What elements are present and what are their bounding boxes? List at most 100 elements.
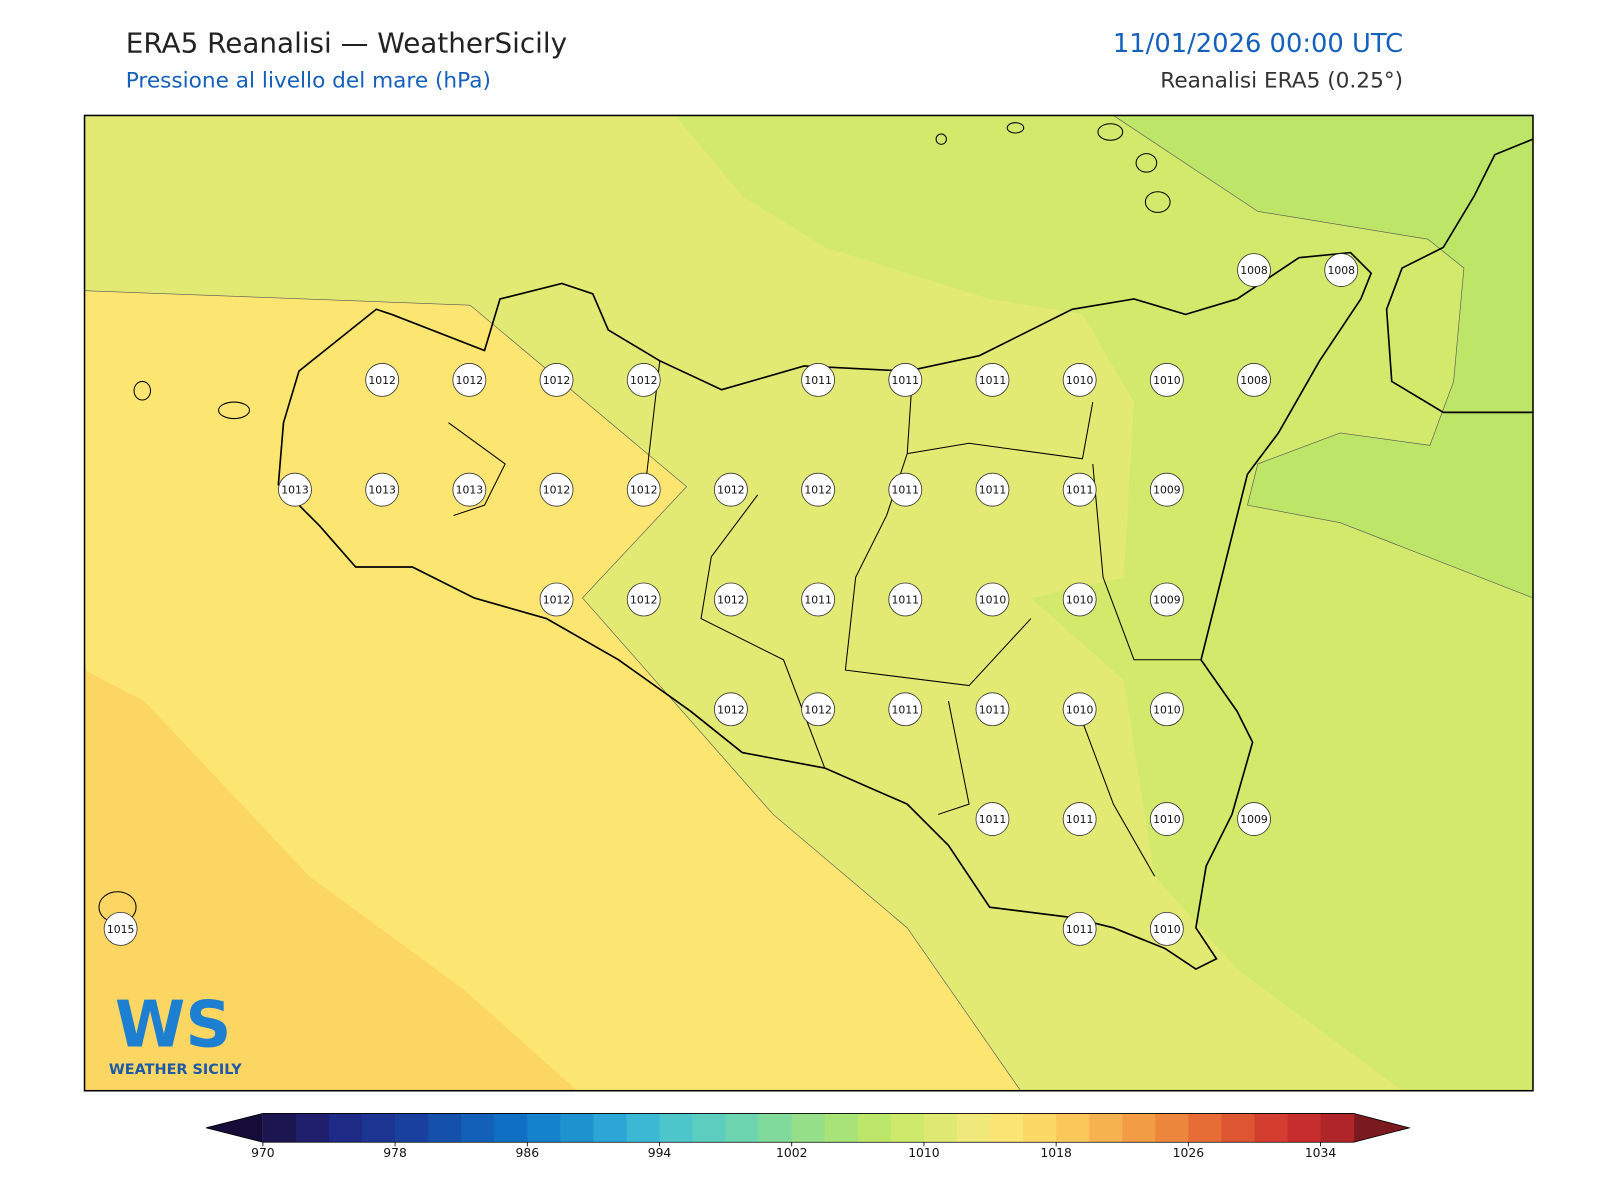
map-frame xyxy=(83,114,1534,1092)
station-value: 1012 xyxy=(717,594,745,607)
station-value: 1015 xyxy=(107,923,135,936)
station-marker xyxy=(1149,802,1184,836)
colorbar-tick-label: 978 xyxy=(383,1146,407,1160)
station-marker xyxy=(365,362,400,397)
station-marker xyxy=(975,472,1010,507)
station-marker xyxy=(626,362,661,397)
station-value: 1012 xyxy=(717,703,745,716)
colorbar-bin xyxy=(1023,1113,1057,1143)
station-value: 1013 xyxy=(368,484,396,497)
title: ERA5 Reanalisi — WeatherSicily xyxy=(126,26,567,59)
station-value: 1010 xyxy=(1153,923,1181,936)
station-marker xyxy=(975,362,1010,397)
province-boundary xyxy=(448,360,1202,877)
station-value: 1011 xyxy=(979,703,1007,716)
station-value: 1012 xyxy=(804,703,832,716)
station-value: 1012 xyxy=(543,374,571,387)
station-marker xyxy=(1149,362,1184,397)
colorbar-bin xyxy=(262,1113,297,1143)
station-value: 1011 xyxy=(892,594,920,607)
station-marker xyxy=(801,692,836,727)
station-value: 1010 xyxy=(1153,703,1181,716)
colorbar-bin xyxy=(328,1113,363,1143)
station-marker xyxy=(365,472,400,507)
station-marker xyxy=(714,692,748,727)
colorbar-bin xyxy=(890,1113,925,1143)
colorbar-bin xyxy=(461,1113,495,1143)
station-marker xyxy=(1062,802,1097,836)
station-marker xyxy=(452,472,487,507)
colorbar-extend-over xyxy=(1353,1113,1410,1143)
station-value: 1011 xyxy=(804,374,832,387)
station-marker xyxy=(714,582,748,617)
station-marker xyxy=(1149,911,1184,946)
island xyxy=(1135,153,1158,173)
colorbar-bin xyxy=(1056,1113,1090,1143)
colorbar-bin xyxy=(791,1113,826,1143)
station-value: 1010 xyxy=(1066,374,1094,387)
station-marker xyxy=(626,582,661,617)
source: Reanalisi ERA5 (0.25°) xyxy=(1160,68,1403,93)
station-value: 1012 xyxy=(543,594,571,607)
station-marker xyxy=(1149,472,1184,507)
station-value: 1008 xyxy=(1327,264,1355,277)
island xyxy=(218,401,250,420)
station-value: 1009 xyxy=(1240,813,1268,826)
station-marker xyxy=(1237,253,1271,288)
station-value: 1008 xyxy=(1240,374,1268,387)
colorbar-bin xyxy=(626,1113,661,1143)
station-marker xyxy=(539,582,574,617)
colorbar-bin xyxy=(923,1113,958,1143)
station-marker xyxy=(1062,692,1097,727)
station-value: 1011 xyxy=(1066,484,1094,497)
station-marker xyxy=(1149,692,1184,727)
colorbar-bin xyxy=(659,1113,694,1143)
station-value: 1009 xyxy=(1153,594,1181,607)
island xyxy=(1097,123,1124,141)
station-value: 1010 xyxy=(979,594,1007,607)
station-value: 1012 xyxy=(630,484,658,497)
colorbar-bin xyxy=(1287,1113,1322,1143)
station-marker xyxy=(888,362,923,397)
station-value: 1012 xyxy=(630,374,658,387)
colorbar-bin xyxy=(362,1113,396,1143)
station-value: 1010 xyxy=(1066,594,1094,607)
colorbar-bin xyxy=(1254,1113,1289,1143)
station-value: 1009 xyxy=(1153,484,1181,497)
station-marker xyxy=(888,582,923,617)
colorbar-tick-label: 1002 xyxy=(776,1146,807,1160)
station-value: 1013 xyxy=(281,484,309,497)
station-value: 1012 xyxy=(543,484,571,497)
station-value: 1012 xyxy=(456,374,484,387)
station-value: 1010 xyxy=(1066,703,1094,716)
colorbar-bin xyxy=(527,1113,561,1143)
colorbar-tick-label: 1018 xyxy=(1040,1146,1072,1160)
station-marker xyxy=(1237,802,1271,836)
coastline xyxy=(277,251,1373,971)
colorbar-bin xyxy=(1320,1113,1355,1143)
station-marker xyxy=(626,472,661,507)
station-marker xyxy=(1062,362,1097,397)
station-value: 1011 xyxy=(979,813,1007,826)
station-marker xyxy=(801,362,836,397)
pressure-field xyxy=(675,115,1533,1091)
station-value: 1011 xyxy=(1066,923,1094,936)
colorbar-tick-label: 994 xyxy=(648,1146,672,1160)
station-value: 1010 xyxy=(1153,374,1181,387)
colorbar-bin xyxy=(857,1113,892,1143)
island xyxy=(1006,122,1025,134)
station-value: 1012 xyxy=(368,374,396,387)
station-marker xyxy=(452,362,487,397)
station-marker xyxy=(714,472,748,507)
station-marker xyxy=(103,911,138,946)
colorbar-bin xyxy=(428,1113,462,1143)
station-marker xyxy=(278,472,312,507)
pressure-field xyxy=(1112,115,1533,599)
pressure-field xyxy=(84,670,578,1091)
subtitle: Pressione al livello del mare (hPa) xyxy=(126,68,491,93)
colorbar-bin xyxy=(395,1113,429,1143)
map-area: 1008 1008 1012 1012 1012 1012 1011 1011 1011 1010… xyxy=(84,115,1533,1091)
station-value: 1010 xyxy=(1153,813,1181,826)
